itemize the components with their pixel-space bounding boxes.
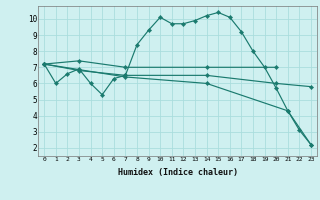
X-axis label: Humidex (Indice chaleur): Humidex (Indice chaleur) — [118, 168, 238, 177]
